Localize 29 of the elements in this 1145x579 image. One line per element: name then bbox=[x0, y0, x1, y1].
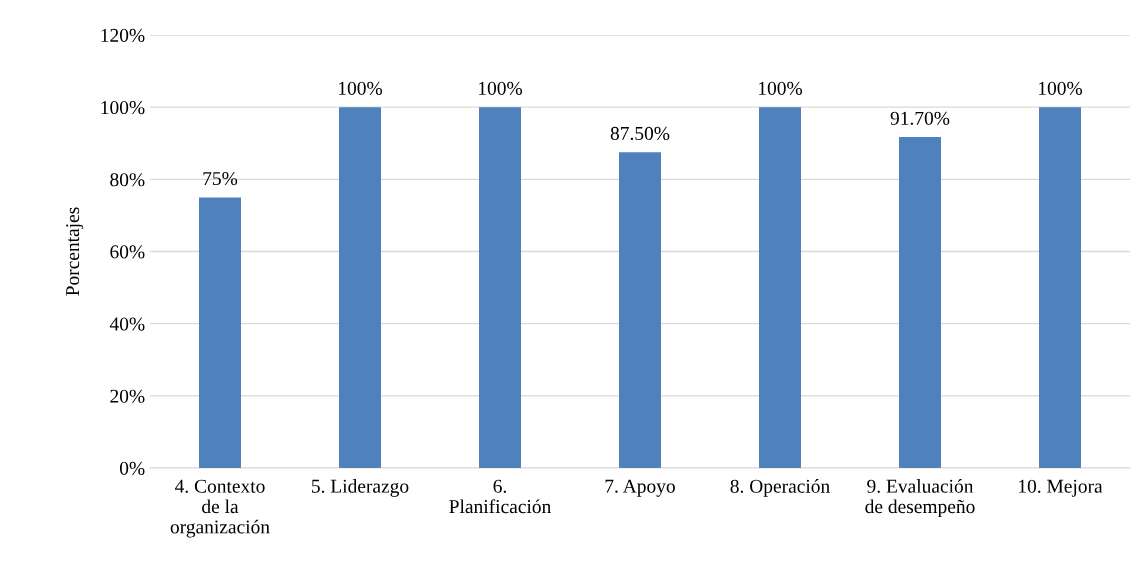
x-tick-label: 6. Planificación bbox=[449, 479, 551, 514]
x-tick-label: 10. Mejora bbox=[1019, 479, 1103, 497]
bar bbox=[199, 197, 241, 468]
bar bbox=[1039, 107, 1081, 468]
x-tick-label: 8. Operación bbox=[730, 479, 830, 497]
text: 100% bbox=[339, 81, 383, 95]
y-tick-label: 40% bbox=[109, 317, 145, 331]
y-tick-label: 120% bbox=[101, 28, 145, 42]
bar bbox=[759, 107, 801, 468]
text: 75% bbox=[203, 171, 238, 186]
bar bbox=[479, 107, 521, 468]
y-axis-title: Porcentajes bbox=[66, 207, 84, 296]
text: 100% bbox=[479, 81, 523, 95]
text: 91.70% bbox=[890, 111, 950, 125]
x-tick-label: 9. Evaluación de desempeño bbox=[865, 479, 975, 518]
text: 87.50% bbox=[610, 126, 670, 141]
x-tick-label: 7. Apoyo bbox=[605, 479, 675, 497]
y-tick-label: 60% bbox=[110, 245, 145, 259]
bar bbox=[899, 137, 941, 468]
x-tick-label: 4. Contexto de la organización bbox=[170, 479, 270, 538]
y-tick-label: 0% bbox=[119, 461, 145, 475]
x-tick-label: 5. Liderazgo bbox=[312, 479, 409, 497]
y-tick-label: 100% bbox=[101, 100, 145, 115]
text: 100% bbox=[1039, 81, 1083, 95]
bar bbox=[619, 152, 661, 468]
bar bbox=[339, 107, 381, 468]
y-tick-label: 20% bbox=[110, 389, 145, 403]
y-tick-label: 80% bbox=[110, 173, 145, 187]
text: 100% bbox=[759, 81, 803, 95]
